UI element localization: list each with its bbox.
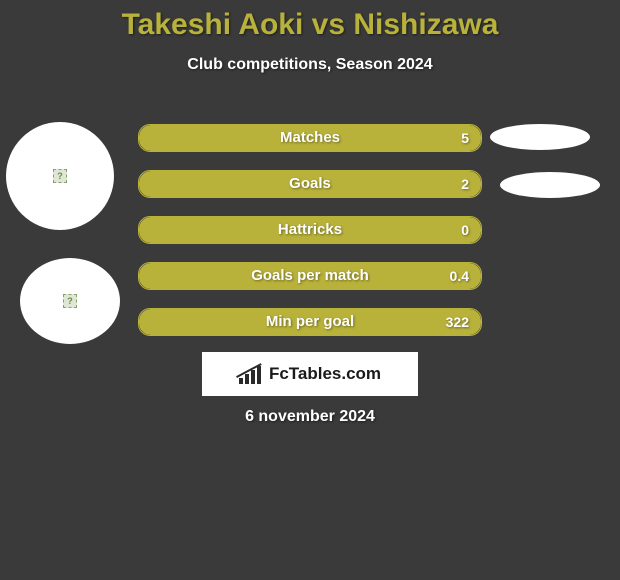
image-placeholder-icon: ? [63,294,77,308]
stat-label: Goals per match [139,263,481,289]
stat-row-matches: Matches 5 [138,124,482,152]
stat-value: 5 [461,125,469,151]
player2-avatar: ? [20,258,120,344]
stat-row-min-per-goal: Min per goal 322 [138,308,482,336]
fctables-logo: FcTables.com [202,352,418,396]
image-placeholder-icon: ? [53,169,67,183]
stat-row-goals: Goals 2 [138,170,482,198]
stat-value: 322 [446,309,469,335]
player1-avatar: ? [6,122,114,230]
stat-label: Min per goal [139,309,481,335]
stat-label: Hattricks [139,217,481,243]
ellipse-1 [490,124,590,150]
stat-value: 0 [461,217,469,243]
bar-chart-icon [239,364,263,384]
page-title: Takeshi Aoki vs Nishizawa [0,0,620,42]
stat-value: 2 [461,171,469,197]
ellipse-2 [500,172,600,198]
stat-value: 0.4 [450,263,469,289]
logo-text: FcTables.com [269,364,381,384]
stat-label: Matches [139,125,481,151]
date-label: 6 november 2024 [0,408,620,426]
stats-bars: Matches 5 Goals 2 Hattricks 0 Goals per … [138,124,482,354]
stat-row-hattricks: Hattricks 0 [138,216,482,244]
stat-label: Goals [139,171,481,197]
page-subtitle: Club competitions, Season 2024 [0,56,620,74]
right-ellipse-column [490,124,610,220]
avatar-column: ? ? [6,122,126,344]
stat-row-goals-per-match: Goals per match 0.4 [138,262,482,290]
